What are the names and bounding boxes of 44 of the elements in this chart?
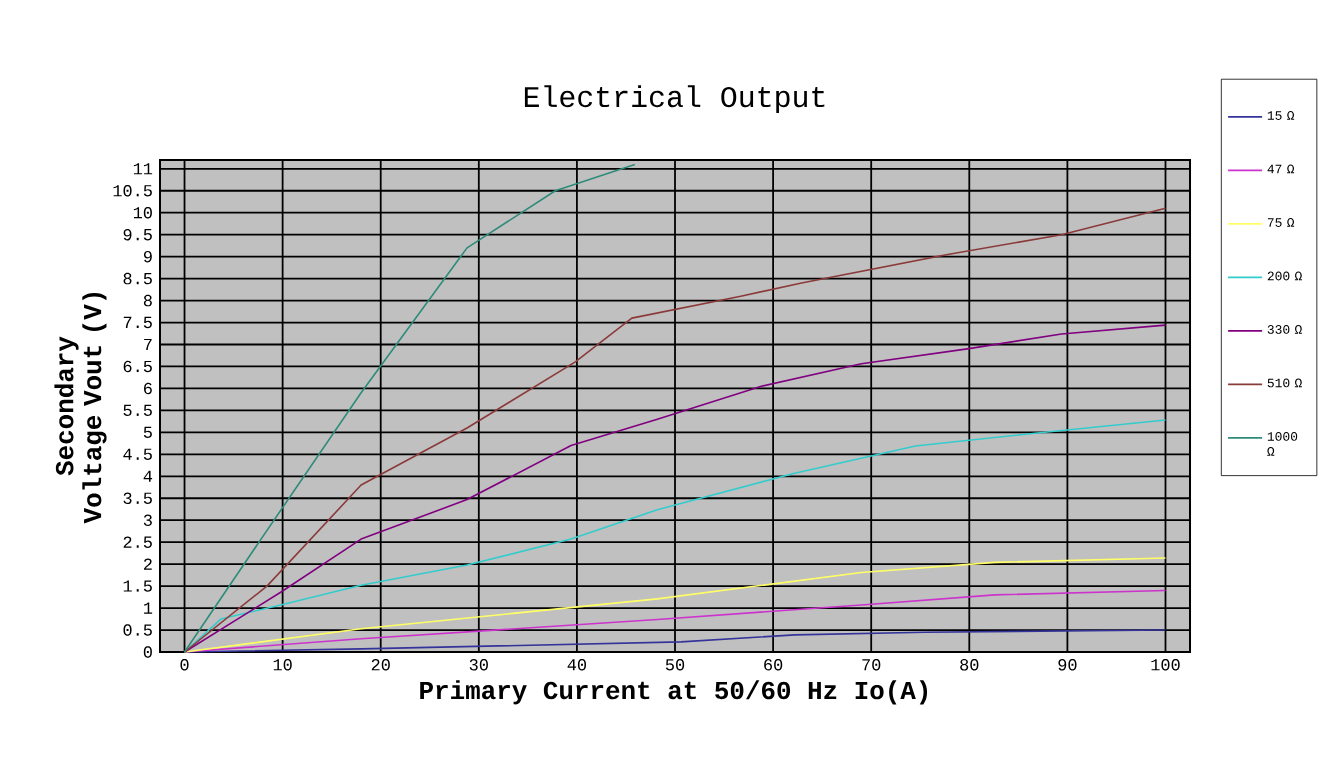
x-tick-label: 50	[665, 659, 685, 671]
y-tick-label: 3.5	[123, 492, 152, 504]
y-tick-label: 10	[133, 206, 152, 219]
y-tick-label: 8	[143, 294, 152, 307]
x-tick-label: 60	[764, 659, 783, 671]
y-tick-label: 3	[143, 514, 152, 526]
y-tick-label: 11	[133, 163, 153, 175]
y-tick-label: 8.5	[123, 272, 152, 285]
line-series	[183, 163, 636, 653]
x-tick-label: 10	[273, 659, 292, 671]
line-series	[183, 207, 1167, 653]
y-tick-label: 4	[143, 470, 153, 482]
line-series	[183, 629, 1167, 653]
y-tick-label: 9	[143, 250, 152, 263]
y-tick-label: 4.5	[123, 448, 152, 460]
y-tick-label: 2.5	[123, 536, 152, 548]
line-series	[183, 557, 1167, 653]
y-tick-label: 7	[144, 338, 152, 351]
line-series	[183, 324, 1167, 653]
line-series	[183, 589, 1167, 653]
y-tick-label: 6.5	[123, 360, 152, 373]
y-tick-label: 7.5	[123, 316, 152, 329]
y-tick-label: 0	[143, 646, 152, 658]
y-tick-label: 10.5	[113, 184, 152, 197]
y-tick-label: 5.5	[123, 404, 152, 417]
y-tick-label: 1	[144, 602, 153, 614]
x-tick-label: 40	[567, 659, 587, 671]
y-axis-title: Secondary Voltage Vout (V)	[54, 292, 107, 524]
y-tick-label: 5	[143, 426, 152, 439]
x-axis-title: Primary Current at 50/60 Hz Io(A)	[420, 680, 928, 705]
y-tick-label: 0.5	[123, 624, 152, 636]
x-tick-label: 20	[371, 659, 390, 671]
y-tick-label: 9.5	[123, 228, 152, 241]
x-tick-label: 70	[862, 659, 881, 671]
x-tick-label: 90	[1058, 659, 1077, 671]
x-tick-label: 30	[469, 659, 488, 671]
x-tick-label: 0	[180, 659, 189, 671]
y-tick-label: 2	[143, 558, 152, 570]
chart-title: Electrical Output	[524, 85, 825, 114]
line-series	[183, 419, 1167, 653]
y-tick-label: 1.5	[123, 580, 152, 592]
y-tick-label: 6	[144, 382, 152, 395]
x-tick-label: 80	[960, 659, 979, 671]
x-tick-label: 100	[1151, 659, 1180, 671]
